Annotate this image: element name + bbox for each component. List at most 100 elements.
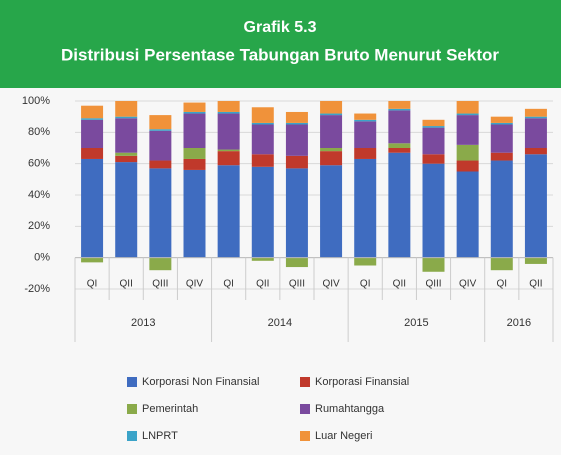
bar-segment bbox=[388, 108, 411, 111]
bar-segment bbox=[183, 148, 206, 159]
bar-segment bbox=[422, 119, 445, 127]
x-tick-label: QIV bbox=[186, 279, 204, 290]
bar-segment bbox=[251, 166, 274, 258]
bar-segment bbox=[354, 113, 377, 120]
legend-swatch bbox=[300, 377, 310, 387]
bar-segment bbox=[456, 113, 479, 116]
bar-segment bbox=[81, 105, 104, 119]
bar-segment bbox=[81, 158, 104, 258]
chart-subtitle: Distribusi Persentase Tabungan Bruto Men… bbox=[61, 45, 499, 64]
legend-label: Korporasi Non Finansial bbox=[142, 376, 259, 388]
bar-segment bbox=[320, 151, 343, 166]
bar-segment bbox=[388, 152, 411, 258]
bar-segment bbox=[149, 160, 172, 169]
bar-segment bbox=[149, 257, 172, 271]
bar-segment bbox=[490, 122, 513, 125]
bar-segment bbox=[422, 154, 445, 164]
bar-segment bbox=[388, 143, 411, 148]
legend-swatch bbox=[127, 431, 137, 441]
bar-segment bbox=[115, 162, 138, 258]
bar-segment bbox=[320, 165, 343, 258]
bar-segment bbox=[183, 158, 206, 170]
bar-segment bbox=[183, 113, 206, 148]
legend-label: Luar Negeri bbox=[315, 430, 372, 442]
bar-segment bbox=[524, 257, 547, 264]
bar-segment bbox=[285, 155, 308, 169]
bar-segment bbox=[456, 160, 479, 172]
bar-segment bbox=[217, 165, 240, 258]
bar-segment bbox=[354, 257, 377, 266]
y-tick-label: 20% bbox=[28, 220, 50, 232]
y-tick-label: 80% bbox=[28, 126, 50, 138]
x-tick-label: QIV bbox=[459, 279, 477, 290]
bar-segment bbox=[354, 121, 377, 148]
x-tick-label: QII bbox=[529, 279, 542, 290]
bar-segment bbox=[183, 102, 206, 112]
bar-segment bbox=[524, 148, 547, 155]
x-tick-label: QIII bbox=[425, 279, 441, 290]
bar-segment bbox=[81, 119, 104, 148]
bar-segment bbox=[251, 257, 274, 261]
bar-segment bbox=[388, 101, 411, 109]
x-tick-label: QI bbox=[223, 279, 234, 290]
bar-segment bbox=[183, 169, 206, 258]
bar-segment bbox=[217, 101, 240, 112]
bar-segment bbox=[251, 124, 274, 155]
bar-segment bbox=[115, 116, 138, 119]
bar-segment bbox=[524, 154, 547, 258]
bar-segment bbox=[149, 129, 172, 131]
bar-segment bbox=[285, 122, 308, 125]
bar-segment bbox=[115, 152, 138, 156]
year-label: 2016 bbox=[507, 317, 531, 329]
bar-segment bbox=[354, 119, 377, 122]
bar-segment bbox=[354, 148, 377, 159]
x-tick-label: QII bbox=[393, 279, 406, 290]
y-tick-label: 0% bbox=[34, 252, 50, 264]
bar-segment bbox=[490, 116, 513, 123]
bar-segment bbox=[422, 257, 445, 272]
bar-segment bbox=[285, 257, 308, 268]
bar-segment bbox=[354, 158, 377, 258]
bar-segment bbox=[456, 144, 479, 161]
bar-segment bbox=[217, 113, 240, 150]
bar-segment bbox=[422, 163, 445, 258]
x-tick-label: QIII bbox=[289, 279, 305, 290]
legend-swatch bbox=[300, 431, 310, 441]
bar-segment bbox=[388, 148, 411, 153]
bar-segment bbox=[251, 154, 274, 167]
bar-segment bbox=[115, 155, 138, 163]
bar-segment bbox=[456, 171, 479, 258]
bar-segment bbox=[183, 111, 206, 114]
bar-segment bbox=[490, 257, 513, 271]
bar-segment bbox=[422, 127, 445, 155]
bar-segment bbox=[217, 111, 240, 114]
bar-segment bbox=[320, 148, 343, 152]
y-tick-label: 40% bbox=[28, 189, 50, 201]
year-label: 2014 bbox=[268, 317, 292, 329]
bar-segment bbox=[285, 168, 308, 258]
bar-segment bbox=[490, 124, 513, 153]
x-tick-label: QI bbox=[87, 279, 98, 290]
y-tick-label: -20% bbox=[24, 283, 50, 295]
header bbox=[0, 0, 561, 88]
bar-segment bbox=[320, 113, 343, 116]
year-label: 2015 bbox=[404, 317, 428, 329]
legend-swatch bbox=[127, 377, 137, 387]
legend-label: Rumahtangga bbox=[315, 403, 385, 415]
x-tick-label: QI bbox=[497, 279, 508, 290]
legend-swatch bbox=[300, 404, 310, 414]
chart-title: Grafik 5.3 bbox=[244, 19, 317, 36]
bar-segment bbox=[81, 148, 104, 159]
legend-label: Pemerintah bbox=[142, 403, 198, 415]
x-tick-label: QI bbox=[360, 279, 371, 290]
legend-label: LNPRT bbox=[142, 430, 178, 442]
bar-segment bbox=[251, 107, 274, 123]
y-tick-label: 100% bbox=[22, 95, 50, 107]
legend-swatch bbox=[127, 404, 137, 414]
bar-segment bbox=[456, 101, 479, 114]
bar-segment bbox=[524, 118, 547, 148]
bar-segment bbox=[81, 257, 104, 263]
bar-segment bbox=[422, 126, 445, 128]
bar-segment bbox=[490, 160, 513, 258]
bar-segment bbox=[490, 152, 513, 161]
